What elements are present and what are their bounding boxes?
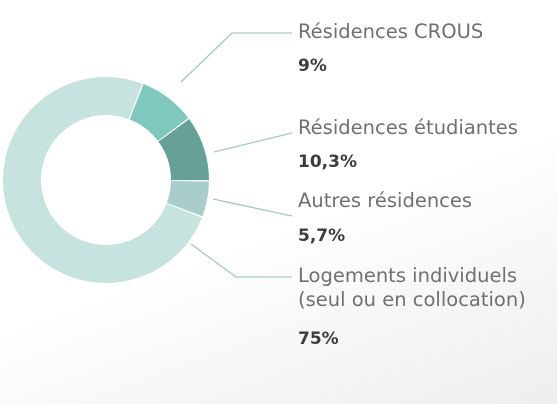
slice-residences-etudiantes <box>158 119 209 181</box>
slice-logements-individuels <box>2 76 202 283</box>
leader-line-autres-residences <box>212 198 293 217</box>
value-autres-residences: 5,7% <box>298 226 346 246</box>
leader-line-residences-crous <box>180 32 292 83</box>
value-residences-crous: 9% <box>298 56 327 76</box>
label-residences-crous: Résidences CROUS <box>298 20 484 43</box>
label-residences-etudiantes: Résidences étudiantes <box>298 116 518 139</box>
label-logements-individuels: Logements individuels (seul ou en colloc… <box>298 264 526 311</box>
leader-line-residences-etudiantes <box>213 132 293 153</box>
slice-residences-crous <box>129 84 189 141</box>
value-residences-etudiantes: 10,3% <box>298 152 357 172</box>
leader-line-logements-individuels <box>190 243 292 278</box>
label-autres-residences: Autres résidences <box>298 189 473 212</box>
value-logements-individuels: 75% <box>298 329 339 349</box>
slice-autres-residences <box>166 180 209 217</box>
